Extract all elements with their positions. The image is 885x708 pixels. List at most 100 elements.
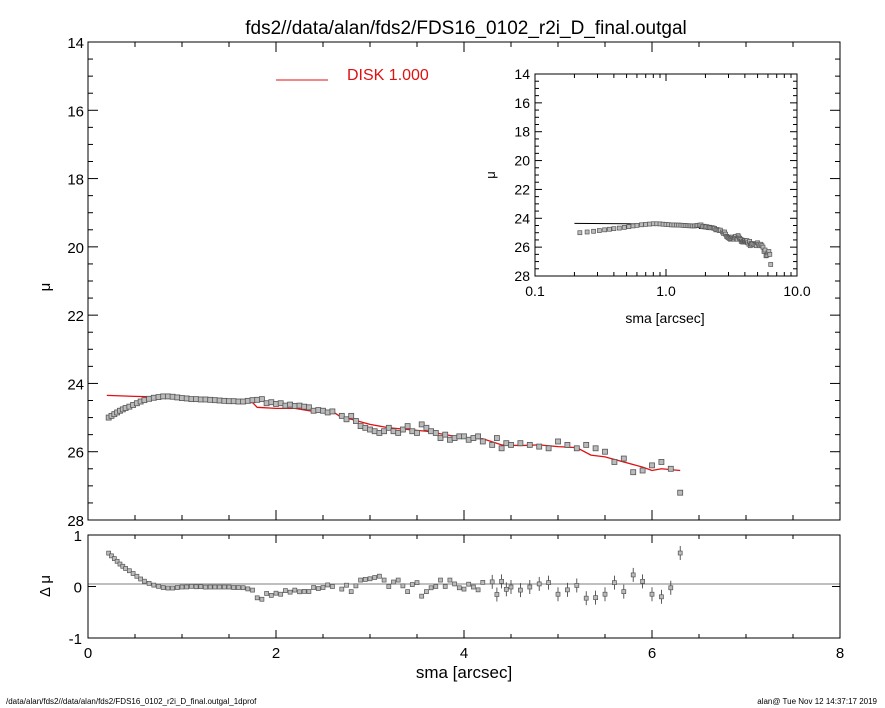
data-point [442,431,449,438]
inset-y-tick-label: 20 [514,153,530,169]
inset-data-point [597,228,602,233]
residual-point [428,585,434,591]
inset-x-axis-label: sma [arcsec] [625,310,704,326]
residual-point [353,583,359,589]
main-y-tick-label: 22 [67,308,84,325]
inset-data-point [621,225,627,230]
residual-point [283,588,288,593]
inset-data-series [577,221,774,267]
inset-data-point [616,225,622,231]
data-point [240,398,247,405]
residual-point [668,585,674,591]
data-point [583,441,590,448]
residual-point [466,581,472,587]
data-point [620,455,627,462]
residual-point [165,585,171,591]
residual-point [217,584,222,590]
main-y-tick-label: 26 [67,445,84,462]
residual-point [264,591,269,596]
data-point [498,445,505,452]
data-point [207,396,214,403]
data-point [385,424,392,431]
data-point [188,396,195,403]
residual-point [292,587,298,593]
residual-point [254,595,260,601]
data-point [517,440,524,447]
data-point [446,436,453,443]
main-y-tick-label: 20 [67,240,84,257]
residual-point [339,586,345,592]
data-point [169,393,176,400]
inset-data-point [643,221,649,227]
data-point [301,403,308,410]
data-point [291,403,298,409]
data-point [362,424,369,431]
residual-point [391,579,396,585]
residual-point [203,584,208,590]
inset-y-tick-label: 24 [514,210,530,226]
residual-point [555,591,561,597]
data-point [357,423,364,430]
inset-y-tick-label: 26 [514,239,530,255]
residual-point [109,553,114,559]
residual-point [138,576,143,582]
data-point [193,396,200,403]
residual-point [184,584,190,590]
x-tick-label: 2 [272,645,280,662]
footer-timestamp: alan@ Tue Nov 12 14:37:17 2019 [757,697,877,706]
inset-data-point [584,229,590,235]
residual-point [518,587,523,593]
inset-data-point [634,223,640,228]
residual-point [377,573,382,579]
residual-point [456,585,462,591]
data-point [226,398,232,405]
data-point [305,404,312,411]
residual-point [127,568,132,574]
residual-point [546,580,551,585]
residual-point [593,595,598,601]
residual-point [461,586,467,592]
data-point [432,430,439,436]
residual-point [442,584,448,589]
data-point [310,407,317,414]
residual-point [414,580,420,585]
data-point [338,412,345,419]
data-point [343,416,350,423]
data-point [202,396,209,403]
residual-panel: 10-10 2 4 6 8 Δ μ sma [arcsec] [37,528,844,682]
inset-y-tick-label: 16 [514,95,530,111]
residual-point [621,589,627,595]
inset-data-point [591,228,596,234]
residual-point [151,582,157,588]
chart-title: fds2//data/alan/fds2/FDS16_0102_r2i_D_fi… [245,18,687,39]
data-point [273,401,279,407]
residual-point [659,594,664,600]
data-point [268,399,275,406]
inset-data-point [630,223,636,229]
data-point [244,397,251,404]
data-point [399,426,406,433]
inset-y-tick-label: 22 [514,181,530,197]
data-point [404,423,411,430]
data-point [296,402,303,409]
residual-point [565,587,570,593]
residual-point [602,591,608,597]
data-point [545,445,552,452]
residual-point [236,585,241,590]
residual-point [123,566,128,571]
residual-point [320,585,326,590]
data-point [287,401,294,408]
residual-point [207,584,213,590]
data-point [649,462,655,469]
data-point [470,435,477,441]
residual-data-series [106,546,683,606]
data-point [418,421,425,428]
inset-y-axis-label: μ [483,171,498,179]
data-point [658,459,665,465]
residual-point [134,573,140,579]
inset-x-tick-label: 10.0 [783,283,810,299]
data-point [451,435,458,441]
residual-y-axis-label: Δ μ [37,575,54,597]
residual-point [348,589,354,595]
inset-panel: 14 16 18 20 22 24 26 280.1 1.0 10.0 μ sma [arcsec… [483,66,811,326]
